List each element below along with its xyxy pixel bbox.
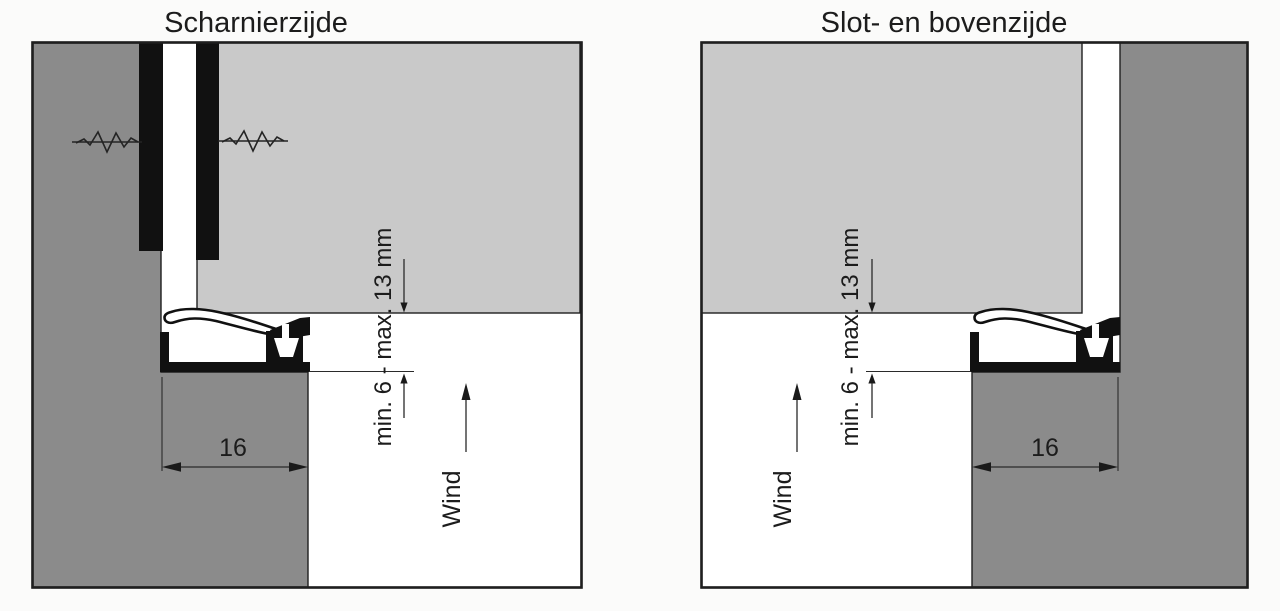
profile-width-label: 16	[1031, 434, 1059, 462]
gap-dimension-label: min. 6 - max. 13 mm	[837, 228, 864, 447]
hinge-panel-border	[31, 41, 583, 589]
wind-direction-arrow-icon	[461, 383, 471, 400]
gap-dimension: min. 6 - max. 13 mm	[837, 228, 971, 447]
door-section	[196, 42, 581, 314]
gap-dimension: min. 6 - max. 13 mm	[309, 228, 414, 447]
dimension-arrowhead-icon	[400, 373, 408, 384]
gap-dimension-label: min. 6 - max. 13 mm	[370, 228, 397, 447]
dimension-arrowhead-icon	[289, 462, 308, 472]
wind-label: Wind	[769, 471, 797, 528]
hinge-bar-frame-side	[139, 42, 163, 251]
lock-panel-border	[700, 41, 1249, 589]
hinge-bar-door-side	[196, 42, 219, 260]
wind-label: Wind	[438, 471, 466, 528]
wind-indicator: Wind	[769, 383, 802, 527]
panel-hinge-side: Scharnierzijde min. 6 - max. 13 mm	[31, 7, 583, 589]
wind-direction-arrow-icon	[792, 383, 802, 400]
dimension-arrowhead-icon	[1099, 462, 1118, 472]
door-section	[701, 42, 1083, 314]
dimension-arrowhead-icon	[162, 462, 181, 472]
panel-lock-side: Slot- en bovenzijde min. 6 - max. 13 mm …	[700, 7, 1249, 589]
dimension-arrowhead-icon	[400, 302, 408, 313]
profile-width-label: 16	[219, 434, 247, 462]
profile-width-dimension: 16	[161, 377, 308, 472]
profile-width-dimension: 16	[972, 377, 1119, 472]
dimension-arrowhead-icon	[868, 373, 876, 384]
panel-title: Slot- en bovenzijde	[821, 7, 1068, 39]
wind-indicator: Wind	[438, 383, 471, 527]
dimension-arrowhead-icon	[868, 302, 876, 313]
dimension-arrowhead-icon	[972, 462, 991, 472]
panel-title: Scharnierzijde	[164, 7, 348, 39]
